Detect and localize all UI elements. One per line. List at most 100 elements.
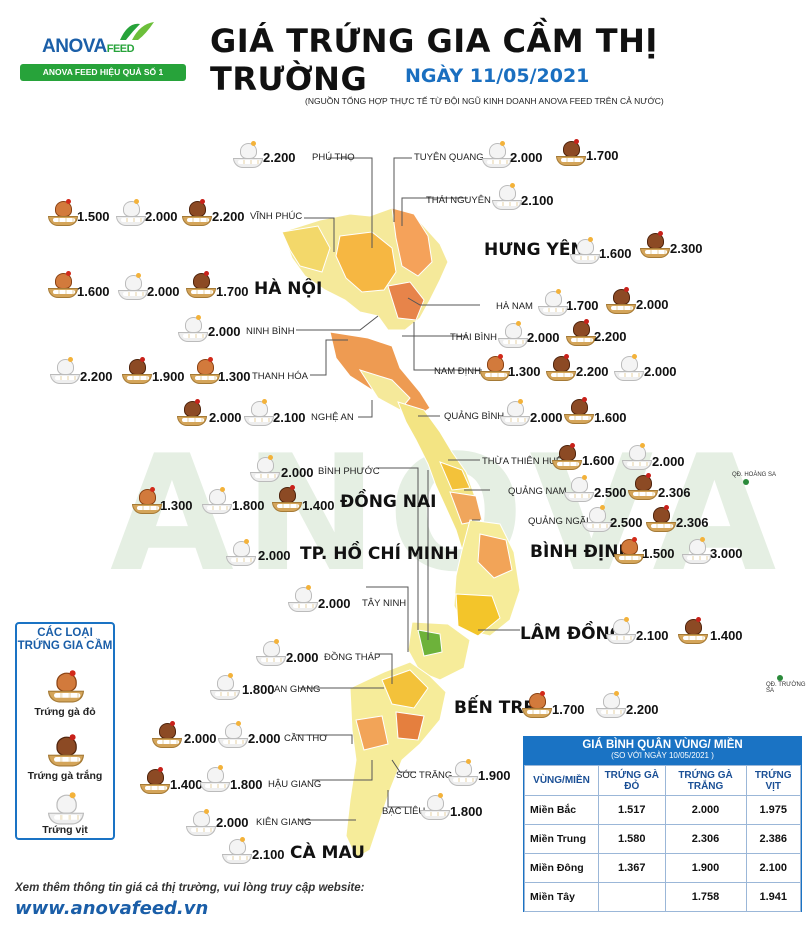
quang-ngai-duck-price: 2.500: [610, 515, 643, 530]
thanh-hoa-duck-price: 2.200: [80, 369, 113, 384]
map-region-tay-ninh: [417, 629, 443, 657]
table-cell: Miền Bắc: [524, 795, 599, 825]
duck-egg-icon: [256, 639, 286, 666]
map-region-hue: [439, 461, 471, 491]
duck-egg-icon: [288, 585, 318, 612]
regional-table-title: GIÁ BÌNH QUÂN VÙNG/ MIỀN: [582, 739, 743, 751]
anova-logo: ANOVAFEED ANOVA FEED HIỆU QUẢ SỐ 1: [18, 18, 186, 86]
island-dot-truong-sa: [777, 675, 783, 681]
ninh-binh-duck-price: 2.000: [208, 324, 241, 339]
duck-egg-icon: [682, 537, 712, 564]
duck-egg-icon: [202, 487, 232, 514]
logo-brand-suffix: FEED: [106, 43, 135, 55]
quang-nam-white-price: 2.306: [658, 485, 691, 500]
table-row: Miền Tây 1.758 1.941: [524, 882, 801, 912]
ben-tre-duck-price: 2.200: [626, 702, 659, 717]
white-chicken-egg-icon: [48, 734, 84, 767]
duck-egg-icon: [200, 765, 230, 792]
duck-egg-icon: [582, 505, 612, 532]
column-header: TRỨNG GÀ ĐỎ: [598, 765, 666, 796]
legend-title-2: TRỨNG GIA CẦM: [17, 640, 113, 652]
hau-giang-duck-price: 1.800: [230, 777, 263, 792]
thua-thien-hue-label: THỪA THIÊN HUẾ: [482, 456, 563, 467]
duck-egg-icon: [492, 183, 522, 210]
table-row: Miền Trung 1.580 2.306 2.386: [524, 824, 801, 854]
lam-dong-white-price: 1.400: [710, 628, 743, 643]
duck-egg-icon: [116, 199, 146, 226]
island-dot-hoang-sa: [743, 479, 749, 485]
table-cell: 1.367: [598, 853, 666, 883]
red-chicken-egg-icon: [48, 271, 78, 298]
thai-nguyen-duck-price: 2.100: [521, 193, 554, 208]
binh-dinh-red-price: 1.500: [642, 546, 675, 561]
white-chicken-egg-icon: [552, 443, 582, 470]
can-tho-duck-price: 2.000: [248, 731, 281, 746]
red-chicken-egg-icon: [190, 357, 220, 384]
duck-egg-icon: [448, 759, 478, 786]
duck-egg-icon: [596, 691, 626, 718]
website-link[interactable]: www.anovafeed.vn: [15, 898, 209, 919]
white-chicken-egg-icon: [556, 139, 586, 166]
white-chicken-egg-icon: [546, 354, 576, 381]
nghe-an-white-price: 2.000: [209, 410, 242, 425]
table-row: Miền Bắc 1.517 2.000 1.975: [524, 795, 801, 825]
tuyen-quang-label: TUYÊN QUANG: [414, 152, 484, 163]
hau-giang-white-price: 1.400: [170, 777, 203, 792]
tay-ninh-label: TÂY NINH: [362, 598, 407, 609]
lam-dong-label: LÂM ĐỒNG: [520, 624, 624, 644]
map-region-red-river: [335, 231, 397, 293]
map-region-lam-dong: [455, 593, 501, 637]
soc-trang-label: SÓC TRĂNG: [396, 770, 453, 781]
thua-thien-hue-duck-price: 2.000: [652, 454, 685, 469]
white-chicken-egg-icon: [678, 617, 708, 644]
table-cell: Miền Trung: [524, 824, 599, 854]
dong-thap-duck-price: 2.000: [286, 650, 319, 665]
ben-tre-label: BẾN TRE:: [454, 698, 542, 718]
egg-type-legend: CÁC LOẠI TRỨNG GIA CẦM Trứng gà đỏ Trứng…: [15, 622, 115, 840]
white-chicken-egg-icon: [122, 357, 152, 384]
binh-dinh-duck-price: 3.000: [710, 546, 743, 561]
tp-hcm-label: TP. HỒ CHÍ MINH: [300, 544, 459, 564]
binh-phuoc-label: BÌNH PHƯỚC: [318, 466, 380, 477]
quang-binh-white-price: 1.600: [594, 410, 627, 425]
red-chicken-egg-icon: [132, 487, 162, 514]
map-region-quang-nam: [449, 491, 483, 525]
red-chicken-egg-icon: [48, 199, 78, 226]
vinh-phuc-white-price: 2.200: [212, 209, 245, 224]
kien-giang-duck-price: 2.000: [216, 815, 249, 830]
white-chicken-egg-icon: [646, 505, 676, 532]
ben-tre-red-price: 1.700: [552, 702, 585, 717]
quang-ngai-label: QUẢNG NGÃI: [528, 516, 589, 527]
red-chicken-egg-icon: [522, 691, 552, 718]
white-chicken-egg-icon: [628, 473, 658, 500]
duck-egg-icon: [250, 455, 280, 482]
legend-red-egg: Trứng gà đỏ: [34, 706, 96, 718]
footer-note: Xem thêm thông tin giá cả thị trường, vu…: [15, 882, 365, 894]
legend-white-egg: Trứng gà trắng: [27, 770, 103, 782]
tuyen-quang-duck-price: 2.000: [510, 150, 543, 165]
ninh-binh-label: NINH BÌNH: [246, 326, 295, 337]
duck-egg-icon: [570, 237, 600, 264]
column-header: TRỨNG GÀ TRẮNG: [664, 765, 747, 796]
map-region-delta: [387, 281, 425, 321]
ha-noi-white-price: 1.700: [216, 284, 249, 299]
island-label-truong-sa: QĐ. TRƯỜNG SA: [766, 682, 806, 694]
table-cell: 1.941: [745, 882, 801, 912]
duck-egg-icon: [500, 399, 530, 426]
vinh-phuc-duck-price: 2.000: [145, 209, 178, 224]
white-chicken-egg-icon: [640, 231, 670, 258]
table-row: Miền Đông 1.367 1.900 2.100: [524, 853, 801, 883]
table-header-row: VÙNG/MIỀN TRỨNG GÀ ĐỎ TRỨNG GÀ TRẮNG TRỨ…: [524, 765, 801, 796]
column-header: TRỨNG VỊT: [745, 765, 801, 796]
hau-giang-label: HẬU GIANG: [268, 779, 322, 790]
duck-egg-icon: [118, 273, 148, 300]
table-cell: 1.580: [598, 824, 666, 854]
white-chicken-egg-icon: [140, 767, 170, 794]
lam-dong-duck-price: 2.100: [636, 628, 669, 643]
table-cell: Miền Tây: [524, 882, 599, 912]
duck-egg-icon: [606, 617, 636, 644]
white-chicken-egg-icon: [566, 319, 596, 346]
quang-binh-label: QUẢNG BÌNH: [444, 411, 505, 422]
duck-egg-icon: [420, 793, 450, 820]
bac-lieu-label: BẠC LIÊU: [382, 806, 426, 817]
